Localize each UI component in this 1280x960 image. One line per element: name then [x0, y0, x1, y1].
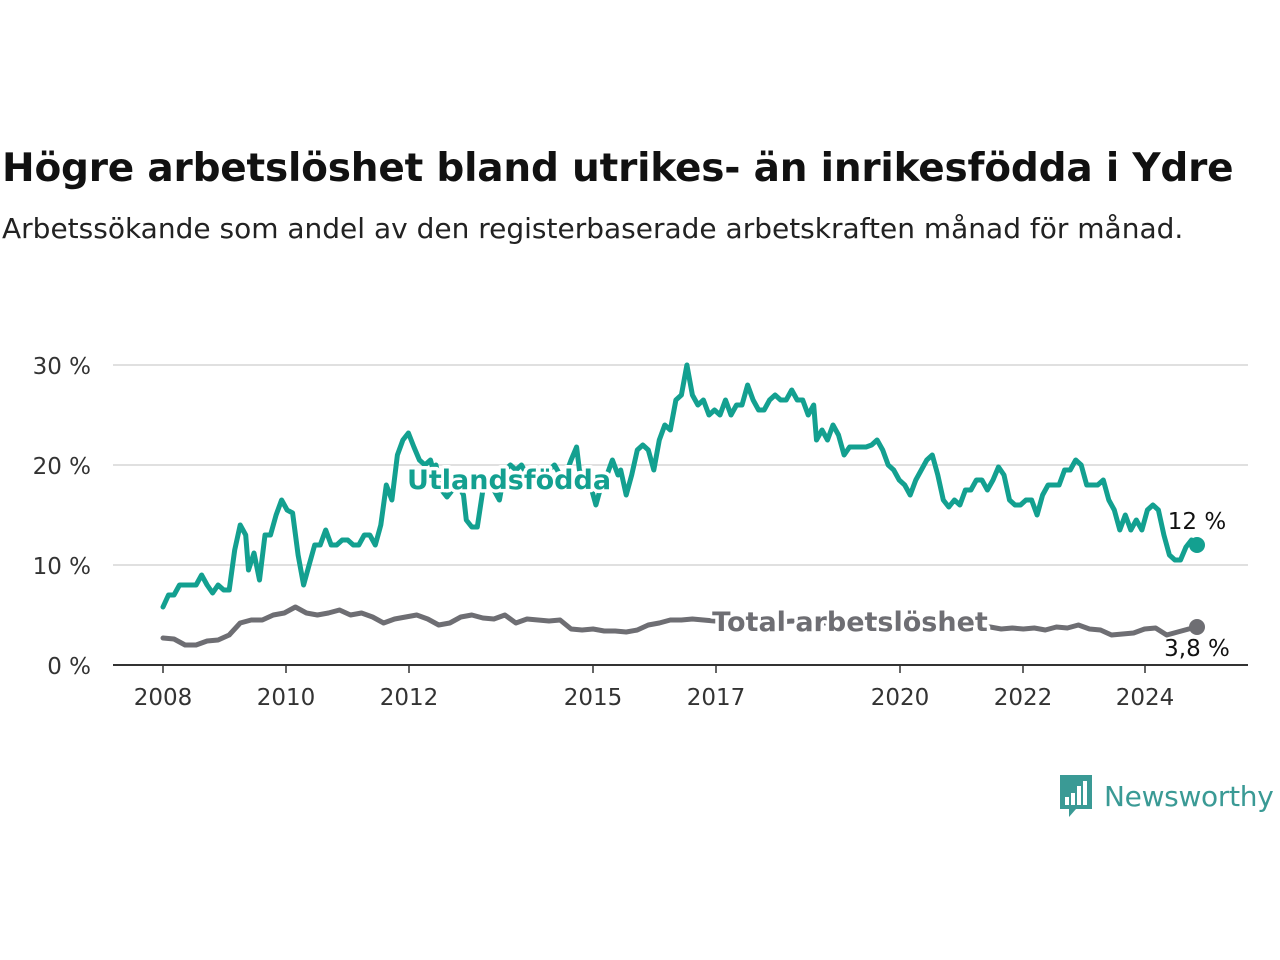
- end-label-total: 3,8 %: [1164, 636, 1230, 662]
- x-tick-label: 2015: [564, 685, 623, 711]
- chart-subtitle: Arbetssökande som andel av den registerb…: [2, 212, 1184, 245]
- x-tick-label: 2012: [380, 685, 439, 711]
- x-tick-label: 2020: [871, 685, 930, 711]
- x-tick-label: 2010: [257, 685, 316, 711]
- newsworthy-logo: Newsworthy: [1058, 772, 1274, 820]
- page-title: Högre arbetslöshet bland utrikes- än inr…: [2, 146, 1234, 191]
- gridlines: [113, 364, 1248, 666]
- end-label-utlandsfodda: 12 %: [1168, 509, 1226, 535]
- y-tick-label: 0 %: [47, 654, 91, 680]
- series-labels: 12 % 3,8 % Utlandsfödda Total arbetslöshet: [403, 462, 1230, 663]
- x-tick-label: 2024: [1116, 685, 1175, 711]
- y-tick-label: 30 %: [33, 354, 91, 380]
- y-tick-label: 20 %: [33, 454, 91, 480]
- end-marker-utlandsfodda: [1189, 537, 1205, 553]
- x-tick-label: 2017: [687, 685, 746, 711]
- series-label-total: Total arbetslöshet: [712, 607, 988, 638]
- series-lines: [160, 362, 1205, 648]
- x-tick-label: 2008: [134, 685, 193, 711]
- newsworthy-logo-icon: [1060, 775, 1092, 817]
- x-axis-ticks: 2008 2010 2012 2015 2017 2020 2022 2024: [134, 665, 1175, 711]
- x-tick-label: 2022: [994, 685, 1053, 711]
- y-tick-label: 10 %: [33, 554, 91, 580]
- line-chart: 0 % 10 % 20 % 30 % 2008 2010 2012 2015 2017 2020…: [33, 354, 1248, 711]
- end-marker-total: [1189, 619, 1205, 635]
- series-label-utlandsfodda: Utlandsfödda: [407, 465, 611, 496]
- y-axis-ticks: 0 % 10 % 20 % 30 %: [33, 354, 91, 680]
- series-line-utlandsfodda: [160, 362, 1200, 610]
- brand-name: Newsworthy: [1104, 779, 1274, 813]
- series-line-total: [160, 604, 1200, 648]
